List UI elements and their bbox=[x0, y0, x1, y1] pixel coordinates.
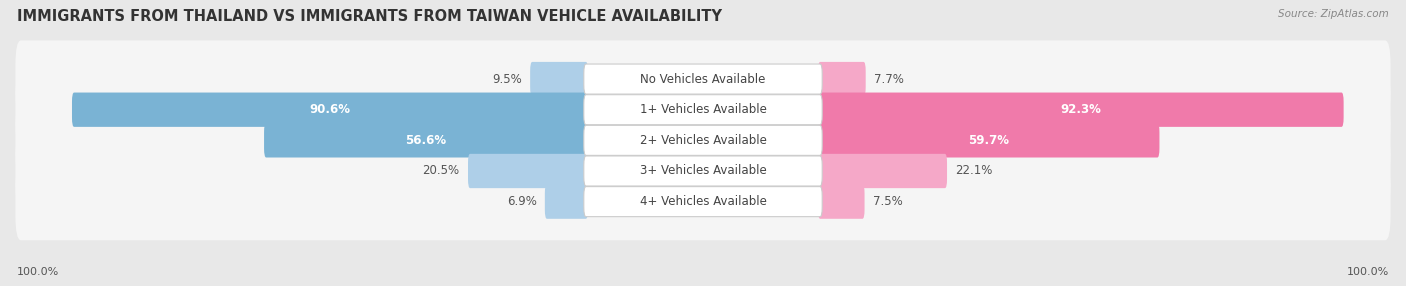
Text: 22.1%: 22.1% bbox=[955, 164, 993, 178]
FancyBboxPatch shape bbox=[15, 71, 1391, 148]
FancyBboxPatch shape bbox=[583, 64, 823, 94]
Text: 4+ Vehicles Available: 4+ Vehicles Available bbox=[640, 195, 766, 208]
FancyBboxPatch shape bbox=[530, 62, 588, 96]
Text: 9.5%: 9.5% bbox=[492, 73, 522, 86]
FancyBboxPatch shape bbox=[818, 93, 1344, 127]
Text: 2+ Vehicles Available: 2+ Vehicles Available bbox=[640, 134, 766, 147]
Text: 6.9%: 6.9% bbox=[506, 195, 537, 208]
Text: 59.7%: 59.7% bbox=[969, 134, 1010, 147]
Text: 100.0%: 100.0% bbox=[1347, 267, 1389, 277]
Text: 92.3%: 92.3% bbox=[1060, 103, 1101, 116]
FancyBboxPatch shape bbox=[818, 62, 866, 96]
FancyBboxPatch shape bbox=[15, 102, 1391, 179]
Text: 20.5%: 20.5% bbox=[423, 164, 460, 178]
Text: 7.7%: 7.7% bbox=[875, 73, 904, 86]
FancyBboxPatch shape bbox=[72, 93, 588, 127]
Text: 7.5%: 7.5% bbox=[873, 195, 903, 208]
Text: 1+ Vehicles Available: 1+ Vehicles Available bbox=[640, 103, 766, 116]
Text: 100.0%: 100.0% bbox=[17, 267, 59, 277]
FancyBboxPatch shape bbox=[264, 123, 588, 158]
FancyBboxPatch shape bbox=[583, 125, 823, 155]
FancyBboxPatch shape bbox=[15, 163, 1391, 240]
FancyBboxPatch shape bbox=[818, 123, 1160, 158]
FancyBboxPatch shape bbox=[818, 154, 948, 188]
Text: No Vehicles Available: No Vehicles Available bbox=[640, 73, 766, 86]
Text: 90.6%: 90.6% bbox=[309, 103, 350, 116]
Text: 56.6%: 56.6% bbox=[405, 134, 447, 147]
FancyBboxPatch shape bbox=[15, 40, 1391, 118]
FancyBboxPatch shape bbox=[583, 95, 823, 125]
Text: 3+ Vehicles Available: 3+ Vehicles Available bbox=[640, 164, 766, 178]
Text: IMMIGRANTS FROM THAILAND VS IMMIGRANTS FROM TAIWAN VEHICLE AVAILABILITY: IMMIGRANTS FROM THAILAND VS IMMIGRANTS F… bbox=[17, 9, 721, 23]
Text: Source: ZipAtlas.com: Source: ZipAtlas.com bbox=[1278, 9, 1389, 19]
FancyBboxPatch shape bbox=[546, 184, 588, 219]
FancyBboxPatch shape bbox=[583, 156, 823, 186]
FancyBboxPatch shape bbox=[818, 184, 865, 219]
FancyBboxPatch shape bbox=[583, 187, 823, 217]
FancyBboxPatch shape bbox=[15, 132, 1391, 210]
FancyBboxPatch shape bbox=[468, 154, 588, 188]
